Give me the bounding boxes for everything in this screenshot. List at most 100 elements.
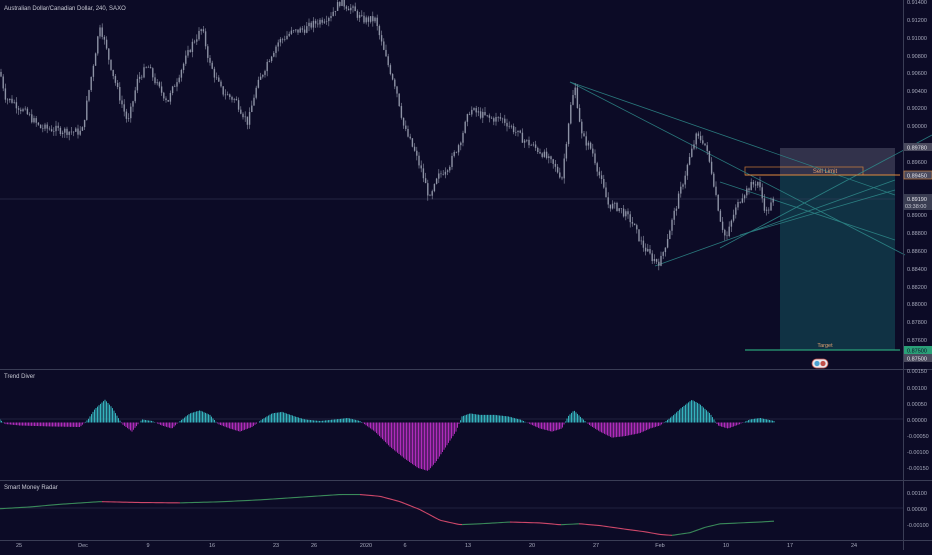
candle-body [86, 101, 87, 120]
candle-body [344, 0, 345, 7]
candle-body [751, 182, 752, 190]
candle-body [38, 123, 39, 125]
smart-money-radar-axis[interactable]: 0.00100 0.00000 -0.00100 [907, 491, 929, 529]
candle-body [58, 126, 59, 128]
candle-body [768, 210, 769, 211]
candle-body [357, 11, 358, 18]
candle-body [682, 185, 683, 187]
candle-body [610, 205, 611, 209]
candle-body [623, 209, 624, 217]
candle-body [223, 86, 224, 94]
candle-body [77, 129, 78, 135]
time-tick: 27 [593, 543, 599, 549]
candle-body [143, 67, 144, 77]
candle-body [33, 118, 34, 122]
candle-body [643, 241, 644, 248]
radar-segment [390, 499, 393, 500]
candle-body [612, 204, 613, 209]
candle-body [592, 149, 593, 154]
time-tick: 6 [403, 543, 406, 549]
candle-body [561, 177, 562, 178]
candle-body [20, 110, 21, 111]
candle-body [231, 97, 232, 100]
candle-body [185, 56, 186, 64]
radar-segment [648, 532, 651, 533]
candle-body [524, 141, 525, 143]
candle-body [702, 140, 703, 143]
candle-body [412, 138, 413, 146]
target-zone [780, 175, 895, 350]
candle-body [260, 77, 261, 80]
candle-body [548, 156, 549, 158]
price-tick: 0.90800 [907, 54, 927, 60]
candle-body [300, 28, 301, 32]
candle-body [542, 153, 543, 157]
candle-body [216, 78, 217, 79]
candle-body [555, 164, 556, 167]
radar-segment [651, 533, 654, 534]
candle-body [40, 125, 41, 128]
radar-segment [384, 497, 387, 498]
candle-body [773, 199, 774, 203]
target-price-badge: 0.87500 0.87500 [904, 346, 932, 363]
candle-body [403, 118, 404, 126]
candle-body [720, 211, 721, 222]
candle-body [126, 112, 127, 119]
price-tick: 0.87600 [907, 338, 927, 344]
candle-body [64, 129, 65, 133]
candle-body [605, 187, 606, 197]
price-tick: 0.91400 [907, 0, 927, 6]
osc-tick: -0.00150 [907, 466, 929, 472]
candle-body [269, 61, 270, 62]
candle-body [500, 117, 501, 119]
target-icon[interactable] [812, 359, 828, 368]
candle-body [29, 114, 30, 115]
candle-body [176, 82, 177, 86]
candle-body [181, 70, 182, 78]
candle-body [247, 117, 248, 125]
candle-body [80, 131, 81, 135]
candle-body [731, 221, 732, 227]
candle-body [559, 172, 560, 177]
candle-body [432, 191, 433, 196]
candle-body [445, 172, 446, 175]
candle-body [425, 178, 426, 183]
candle-body [135, 90, 136, 101]
candle-body [311, 23, 312, 28]
candle-body [737, 202, 738, 207]
candle-body [568, 124, 569, 145]
candle-body [539, 152, 540, 153]
candle-body [154, 77, 155, 83]
candle-body [104, 37, 105, 40]
candle-body [689, 157, 690, 165]
candle-body [212, 63, 213, 69]
candle-body [656, 259, 657, 262]
candle-body [687, 165, 688, 176]
candle-body [7, 100, 8, 101]
candle-body [42, 128, 43, 129]
candle-body [157, 82, 158, 83]
candle-body [729, 227, 730, 236]
candle-body [755, 184, 756, 185]
sell-zone [780, 148, 895, 175]
candle-body [190, 50, 191, 52]
candle-body [658, 262, 659, 266]
candle-body [451, 156, 452, 167]
candle-body [227, 94, 228, 95]
svg-text:0.89780: 0.89780 [907, 146, 927, 152]
candle-body [438, 173, 439, 178]
candle-body [550, 156, 551, 159]
candle-body [326, 21, 327, 22]
candle-body [535, 145, 536, 148]
candle-body [660, 256, 661, 266]
candle-body [722, 222, 723, 230]
candle-body [289, 34, 290, 36]
candle-body [117, 83, 118, 87]
candle-body [207, 46, 208, 58]
candle-body [544, 152, 545, 157]
trend-diver-title: Trend Diver [4, 374, 35, 380]
candle-body [91, 77, 92, 90]
candle-body [113, 70, 114, 76]
candle-body [99, 27, 100, 36]
